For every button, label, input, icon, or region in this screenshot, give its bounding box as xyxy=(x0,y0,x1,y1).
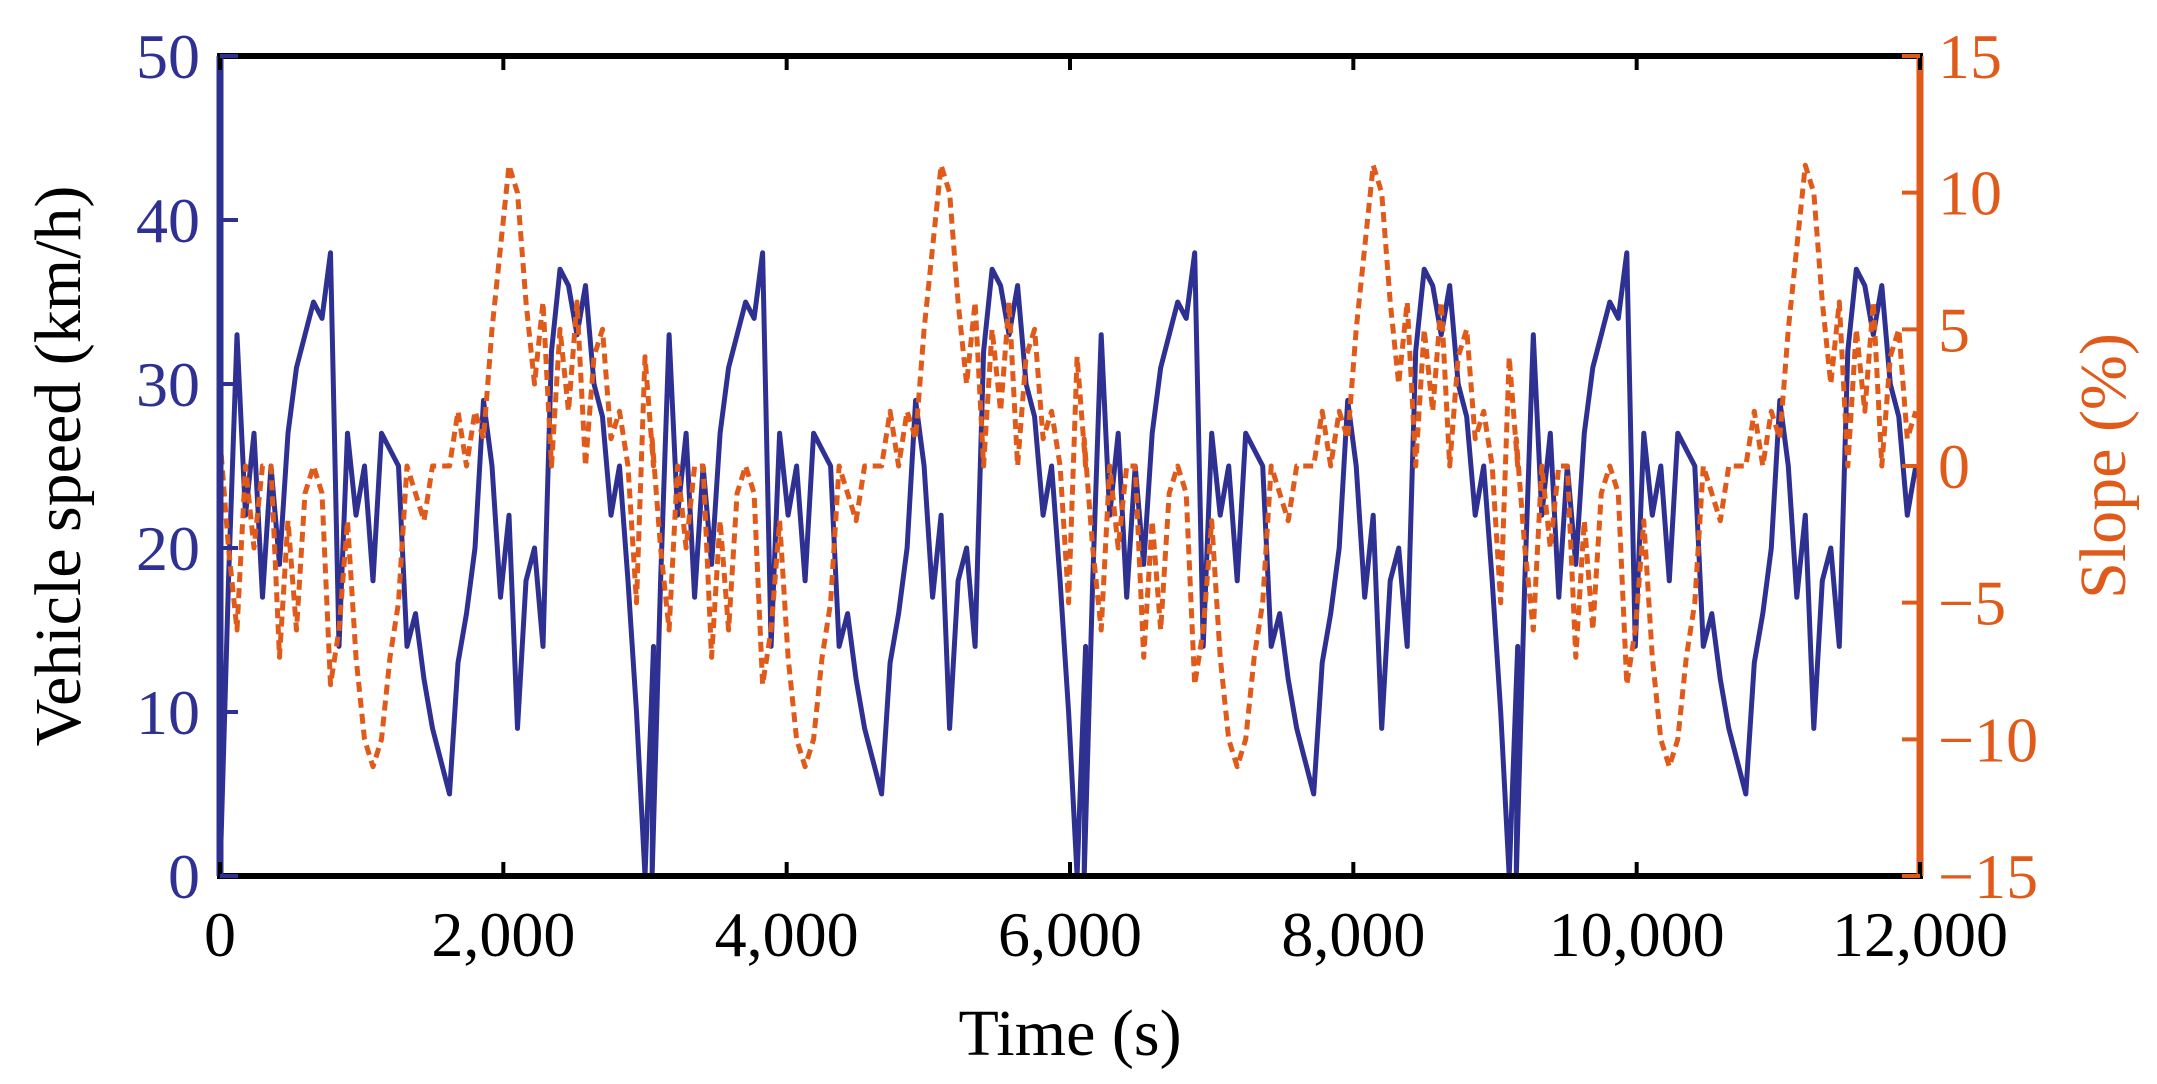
left-axis-ticks: 0 10 20 30 40 50 xyxy=(136,21,238,912)
x-tick-label: 6,000 xyxy=(998,899,1142,970)
right-tick-label: 10 xyxy=(1938,158,2002,229)
right-tick-label: −5 xyxy=(1938,568,2006,639)
series-line-slope xyxy=(217,162,1919,770)
x-axis-ticks: 0 2,000 4,000 6,000 8,000 10,000 12,000 xyxy=(204,56,2008,970)
x-tick-label: 12,000 xyxy=(1832,899,2008,970)
left-tick-label: 50 xyxy=(136,21,200,92)
x-tick-label: 4,000 xyxy=(715,899,859,970)
left-axis-title: Vehicle speed (km/h) xyxy=(22,186,95,747)
x-tick-label: 2,000 xyxy=(431,899,575,970)
left-tick-label: 30 xyxy=(136,349,200,420)
right-tick-label: 0 xyxy=(1938,431,1970,502)
left-tick-label: 10 xyxy=(136,677,200,748)
right-axis-ticks: −15 −10 −5 0 5 10 15 xyxy=(1902,21,2038,912)
series-line-vehicle-speed xyxy=(217,250,1919,879)
right-axis-title: Slope (%) xyxy=(2067,333,2140,599)
x-tick-label: 10,000 xyxy=(1549,899,1725,970)
right-tick-label: −10 xyxy=(1938,704,2038,775)
right-tick-label: −15 xyxy=(1938,841,2038,912)
left-tick-label: 0 xyxy=(168,841,200,912)
x-tick-label: 8,000 xyxy=(1281,899,1425,970)
plot-series xyxy=(217,162,1919,879)
x-tick-label: 0 xyxy=(204,899,236,970)
right-tick-label: 5 xyxy=(1938,294,1970,365)
x-axis-title: Time (s) xyxy=(958,997,1181,1070)
left-tick-label: 40 xyxy=(136,185,200,256)
right-tick-label: 15 xyxy=(1938,21,2002,92)
left-tick-label: 20 xyxy=(136,513,200,584)
